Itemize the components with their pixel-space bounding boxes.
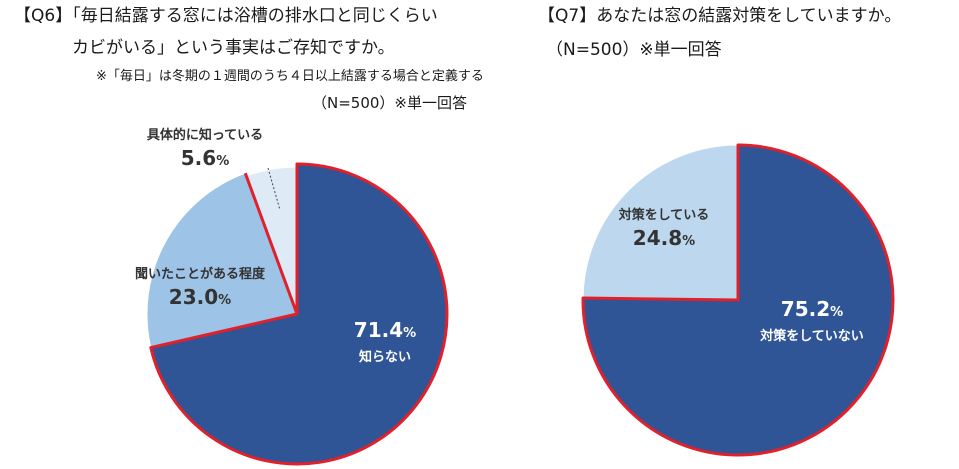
q6-slice-1-value: 71.4% (354, 318, 416, 342)
q7-sample-size: （N=500）※単一回答 (546, 40, 722, 60)
q6-slice-1-outline (149, 162, 449, 466)
q6-slice-2-label: 聞いたことがある程度 (135, 266, 266, 282)
q6-leader-line (267, 167, 281, 211)
q7-title: 【Q7】あなたは窓の結露対策をしていますか。 (538, 6, 902, 26)
q7-slice-2-label: 対策をしている (618, 207, 710, 223)
q7-slice-2-value: 24.8% (633, 226, 695, 250)
q6-title-line1: 【Q6】「毎日結露する窓には浴槽の排水口と同じくらい (14, 6, 438, 26)
q7-slice-1-outline (581, 143, 895, 457)
q6-title-line2: カビがいる」という事実はご存知ですか。 (72, 38, 395, 58)
q6-slice-2-value: 23.0% (169, 285, 231, 309)
q7-slice-1-label: 対策をしていない (759, 328, 864, 344)
q6-slice-border (243, 172, 299, 315)
q6-slice-1-label: 知らない (359, 349, 411, 365)
q6-definition-note: ※「毎日」は冬期の１週間のうち４日以上結露する場合と定義する (96, 69, 484, 84)
q7-slice-2 (582, 144, 739, 301)
q7-slice-1-value: 75.2% (781, 297, 843, 321)
q6-slice-2 (146, 172, 298, 349)
q6-sample-size: （N=500）※単一回答 (312, 94, 467, 112)
q6-slice-3-value: 5.6% (181, 146, 229, 170)
q6-slice-3-label: 具体的に知っている (147, 127, 263, 143)
